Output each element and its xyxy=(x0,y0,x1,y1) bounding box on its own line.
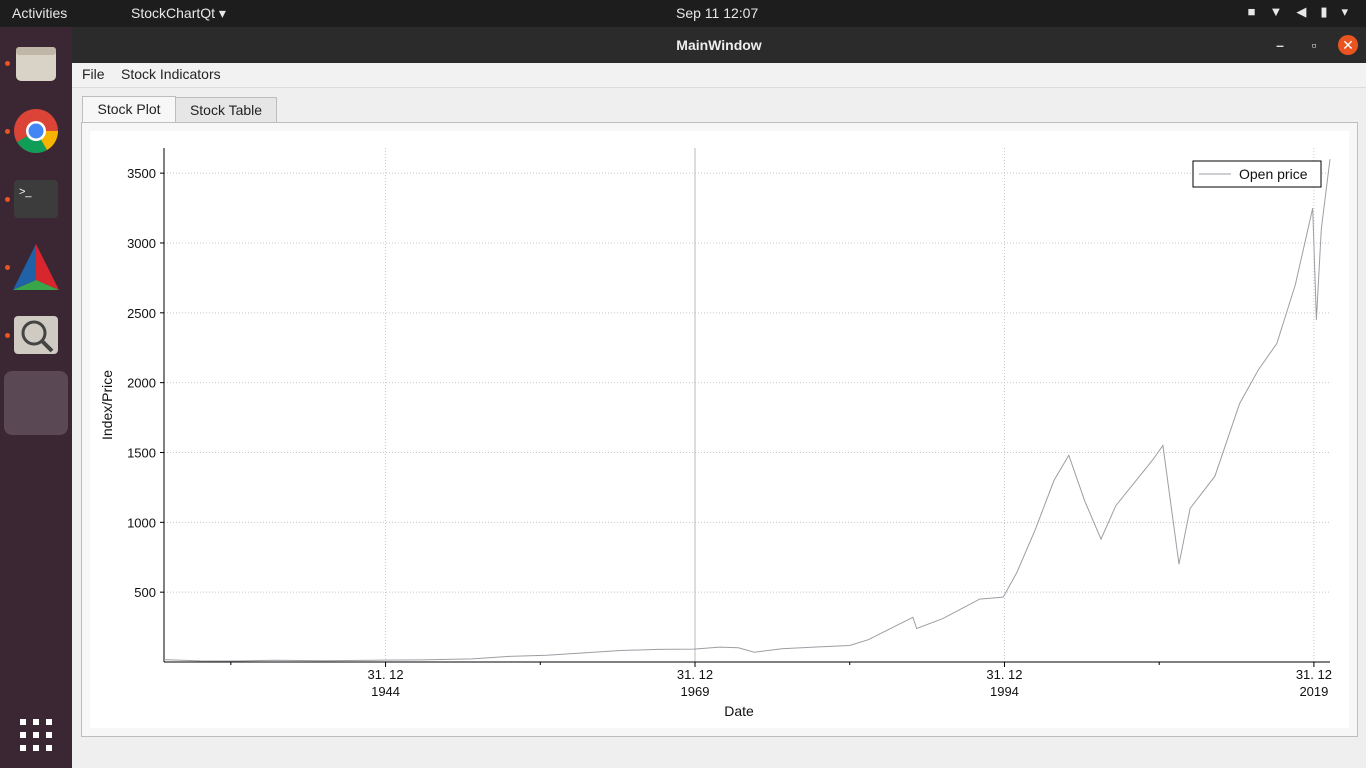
running-indicator xyxy=(5,333,10,338)
window-titlebar[interactable]: MainWindow – ▫ ✕ xyxy=(72,27,1366,63)
running-indicator xyxy=(5,129,10,134)
x-tick-label: 31. 12 xyxy=(367,667,403,682)
y-tick-label: 500 xyxy=(134,585,156,600)
y-tick-label: 3500 xyxy=(127,166,156,181)
menu-file[interactable]: File xyxy=(82,66,105,82)
running-indicator xyxy=(5,197,10,202)
main-window: MainWindow – ▫ ✕ File Stock Indicators S… xyxy=(72,27,1366,768)
x-axis-label: Date xyxy=(724,703,754,719)
files-app-icon[interactable] xyxy=(4,31,68,95)
x-tick-labels: 31. 12 1944 31. 12 1969 31. 12 1994 31. 12 2019 xyxy=(367,667,1332,699)
svg-text:>_: >_ xyxy=(19,186,32,198)
app-menu-label: StockChartQt xyxy=(131,5,216,21)
terminal-app-icon[interactable]: >_ xyxy=(4,167,68,231)
window-title: MainWindow xyxy=(676,37,762,53)
y-tick-label: 3000 xyxy=(127,236,156,251)
app-menu[interactable]: StockChartQt ▾ xyxy=(131,5,226,22)
running-indicator xyxy=(5,61,10,66)
axes xyxy=(160,148,1330,667)
x-tick-label: 1944 xyxy=(371,684,400,699)
chrome-app-icon[interactable] xyxy=(4,99,68,163)
stockchartqt-app-icon[interactable] xyxy=(4,371,68,435)
clock[interactable]: Sep 11 12:07 xyxy=(676,5,759,21)
grid-lines xyxy=(164,148,1330,662)
y-tick-label: 2500 xyxy=(127,306,156,321)
open-price-series-line xyxy=(163,159,1331,662)
battery-icon: ▮ xyxy=(1320,4,1328,19)
legend: Open price xyxy=(1192,160,1322,188)
y-tick-label: 1000 xyxy=(127,515,156,530)
minimize-icon[interactable]: – xyxy=(1276,37,1284,53)
close-icon[interactable]: ✕ xyxy=(1338,35,1358,55)
legend-label: Open price xyxy=(1239,166,1308,182)
system-tray[interactable]: ■ ▼ ◀ ▮ ▾ xyxy=(1248,4,1348,20)
system-top-bar: Activities StockChartQt ▾ Sep 11 12:07 ■… xyxy=(0,0,1366,27)
menu-bar: File Stock Indicators xyxy=(72,63,1366,88)
search-app-icon[interactable] xyxy=(4,303,68,367)
chart-area: 500 1000 1500 2000 2500 3000 3500 31. 12 1944 31… xyxy=(90,131,1349,728)
menu-stock-indicators[interactable]: Stock Indicators xyxy=(121,66,221,82)
x-tick-label: 31. 12 xyxy=(1296,667,1332,682)
x-tick-label: 2019 xyxy=(1299,684,1328,699)
dock: >_ xyxy=(0,27,72,768)
chevron-down-icon: ▾ xyxy=(1341,4,1348,19)
tab-stock-plot[interactable]: Stock Plot xyxy=(82,96,176,124)
wifi-icon: ▼ xyxy=(1269,4,1283,19)
show-apps-icon[interactable] xyxy=(4,703,68,767)
cmake-app-icon[interactable] xyxy=(4,235,68,299)
x-tick-label: 1969 xyxy=(681,684,710,699)
y-tick-label: 1500 xyxy=(127,445,156,460)
x-tick-label: 31. 12 xyxy=(677,667,713,682)
tab-panel: 500 1000 1500 2000 2500 3000 3500 31. 12 1944 31… xyxy=(81,122,1358,737)
x-tick-label: 31. 12 xyxy=(986,667,1022,682)
volume-icon: ◀ xyxy=(1296,4,1307,19)
y-tick-labels: 500 1000 1500 2000 2500 3000 3500 xyxy=(127,166,156,600)
activities-button[interactable]: Activities xyxy=(12,5,68,21)
y-axis-label: Index/Price xyxy=(99,370,115,440)
running-indicator xyxy=(5,265,10,270)
x-tick-label: 1994 xyxy=(990,684,1019,699)
tab-stock-table[interactable]: Stock Table xyxy=(175,97,277,123)
chevron-down-icon: ▾ xyxy=(218,5,226,21)
y-tick-label: 2000 xyxy=(127,376,156,391)
maximize-icon[interactable]: ▫ xyxy=(1311,37,1317,53)
camera-icon: ■ xyxy=(1247,4,1256,19)
